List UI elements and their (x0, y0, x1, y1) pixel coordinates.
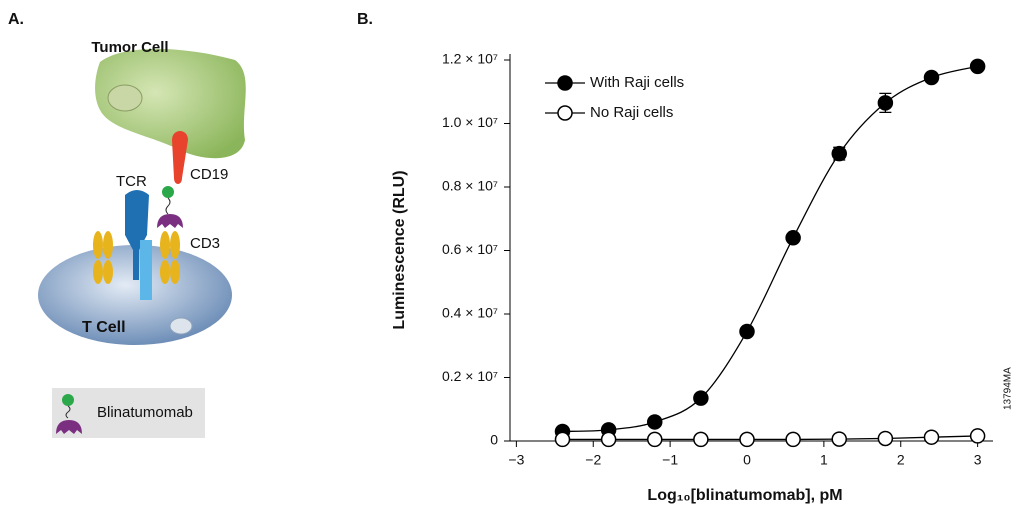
x-tick-label: 3 (974, 452, 982, 468)
y-tick-label: 0.6 × 10⁷ (442, 241, 498, 257)
legend-marker (557, 75, 573, 91)
legend-label: No Raji cells (590, 104, 673, 121)
diagram-label: T Cell (82, 319, 126, 336)
legend-label: With Raji cells (590, 74, 684, 91)
data-point (831, 145, 847, 162)
x-axis-label: Log₁₀[blinatumomab], pM (647, 487, 842, 504)
x-tick-label: −1 (662, 452, 678, 468)
panel-label: B. (357, 11, 373, 28)
x-tick-label: −3 (508, 452, 524, 468)
data-point (554, 431, 571, 448)
y-tick-label: 1.0 × 10⁷ (442, 114, 498, 130)
data-point (693, 390, 709, 406)
diagram-label: CD3 (190, 235, 220, 252)
diagram-label: Blinatumomab (97, 404, 193, 421)
antibody (157, 214, 183, 228)
data-point (969, 428, 986, 444)
antibody (56, 420, 82, 434)
diagram-label: TCR (116, 173, 147, 190)
tcr-shape (140, 240, 152, 300)
data-point (647, 414, 663, 430)
data-point (877, 430, 894, 447)
tumor-cell-shape (95, 48, 246, 159)
x-tick-label: −2 (585, 452, 601, 468)
cd3-shape (93, 231, 180, 284)
data-point (647, 431, 663, 448)
data-point (600, 431, 617, 448)
diagram-label: Tumor Cell (91, 39, 168, 56)
data-point (877, 95, 894, 111)
fit-line (562, 435, 978, 441)
data-point (969, 58, 986, 75)
data-point (923, 429, 940, 445)
tcr-shape (125, 190, 149, 280)
nucleus (107, 84, 143, 112)
data-point (785, 431, 801, 448)
x-tick-label: 1 (820, 452, 828, 468)
y-axis-label: Luminescence (RLU) (391, 170, 408, 329)
data-point (923, 69, 940, 86)
diagram-label: CD19 (190, 166, 228, 183)
data-point (693, 431, 709, 448)
y-tick-label: 0.4 × 10⁷ (442, 305, 498, 321)
y-tick-label: 0.2 × 10⁷ (442, 368, 498, 384)
fit-line (562, 65, 978, 433)
y-tick-label: 0 (490, 432, 498, 448)
antibody-dot (62, 394, 74, 406)
data-point (739, 323, 755, 340)
linker (165, 197, 171, 215)
data-point (785, 230, 801, 246)
y-tick-label: 1.2 × 10⁷ (442, 51, 498, 67)
figure-code: 13794MA (1003, 367, 1014, 410)
diagram: Tumor Cell CD19 TCR CD3 T Cell Blinatumo… (38, 39, 246, 438)
panel-label: A. (8, 11, 24, 28)
legend-marker (557, 105, 573, 121)
x-tick-label: 0 (743, 452, 751, 468)
data-point (739, 431, 755, 448)
x-tick-label: 2 (897, 452, 905, 468)
antibody-dot (162, 186, 174, 198)
nucleus (169, 317, 193, 335)
data-point (831, 431, 847, 447)
linker (65, 405, 71, 419)
cd19-shape (172, 131, 188, 184)
y-tick-label: 0.8 × 10⁷ (442, 178, 498, 194)
